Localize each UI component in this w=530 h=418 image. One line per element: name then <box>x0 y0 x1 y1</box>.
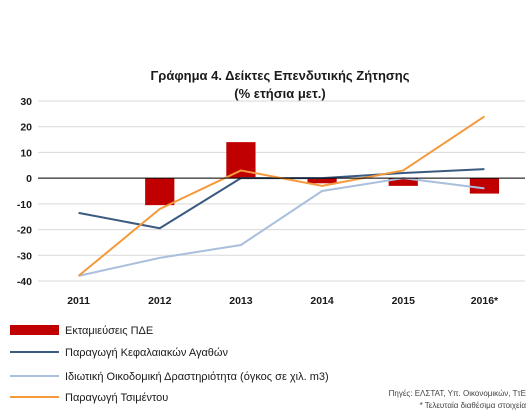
y-tick-label-2: 10 <box>20 147 32 159</box>
footnote: * Τελευταία διαθέσιμα στοιχεία <box>420 401 527 410</box>
legend-label-series-1: Ιδιωτική Οικοδομική Δραστηριότητα (όγκος… <box>65 371 329 383</box>
bar-series <box>145 142 500 206</box>
bar-2012 <box>145 178 175 206</box>
x-tick-label-4: 2015 <box>392 295 416 307</box>
x-tick-label-1: 2012 <box>148 295 172 307</box>
chart-subtitle: (% ετήσια μετ.) <box>234 86 325 101</box>
bar-2014 <box>307 178 337 184</box>
gridlines <box>38 100 525 282</box>
y-tick-label-3: 0 <box>26 173 32 185</box>
y-axis-tick-labels: 30 20 10 0 -10 -20 -30 -40 <box>17 96 32 288</box>
chart-title: Γράφημα 4. Δείκτες Επενδυτικής Ζήτησης <box>150 68 409 83</box>
series-line-2 <box>77 115 485 277</box>
y-tick-label-4: -10 <box>17 199 32 211</box>
y-tick-label-6: -30 <box>17 250 32 262</box>
x-axis-tick-labels: 2011 2012 2013 2014 2015 2016* <box>67 295 499 307</box>
legend-swatch-bars <box>10 325 59 335</box>
x-tick-label-5: 2016* <box>471 295 499 307</box>
bar-2016* <box>469 178 500 194</box>
y-tick-label-0: 30 <box>20 96 32 108</box>
x-tick-label-2: 2013 <box>229 295 253 307</box>
legend: Εκταμιεύσεις ΠΔΕ Παραγωγή Κεφαλαιακών Αγ… <box>10 325 329 404</box>
y-tick-label-1: 20 <box>20 122 32 134</box>
bar-2015 <box>388 178 418 186</box>
y-tick-label-7: -40 <box>17 276 32 288</box>
source-note: Πηγές: ΕΛΣΤΑΤ, Υπ. Οικονομικών, ΤτΕ <box>389 389 526 398</box>
series-line-1 <box>78 177 485 277</box>
line-series <box>77 115 485 277</box>
x-tick-label-3: 2014 <box>310 295 334 307</box>
x-tick-label-0: 2011 <box>67 295 90 307</box>
legend-label-series-0: Παραγωγή Κεφαλαιακών Αγαθών <box>65 347 229 359</box>
y-tick-label-5: -20 <box>17 225 32 237</box>
legend-label-bars: Εκταμιεύσεις ΠΔΕ <box>65 325 153 337</box>
legend-label-series-2: Παραγωγή Τσιμέντου <box>65 392 168 404</box>
